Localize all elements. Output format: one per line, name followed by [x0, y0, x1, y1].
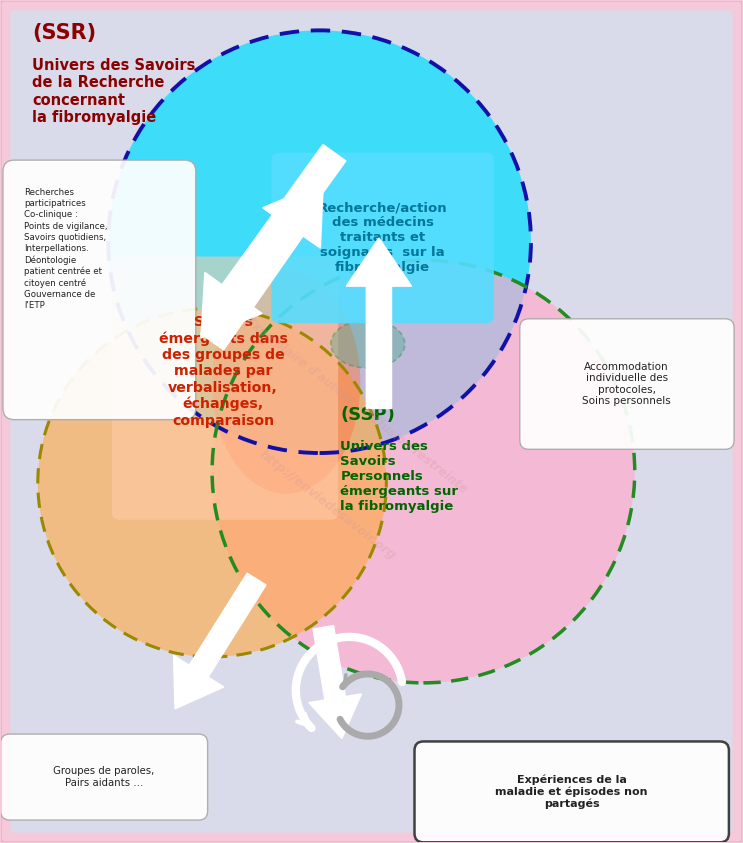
Text: Recherches
participatrices
Co-clinique :
Points de vigilance,
Savoirs quotidiens: Recherches participatrices Co-clinique :… — [25, 188, 108, 310]
Text: Univers des
Savoirs
Personnels
émergeants sur
la fibromyalgie: Univers des Savoirs Personnels émergeant… — [340, 440, 458, 513]
FancyBboxPatch shape — [3, 160, 195, 420]
FancyBboxPatch shape — [520, 319, 734, 449]
Text: Exemplaire d'auteur - Diffusion restreinte: Exemplaire d'auteur - Diffusion restrein… — [244, 314, 470, 496]
Circle shape — [38, 309, 386, 657]
Text: Recherche/action
des médecins
traitants et
soignants  sur la
fibromyalgie: Recherche/action des médecins traitants … — [318, 201, 447, 275]
FancyBboxPatch shape — [10, 10, 733, 833]
Text: (SSR): (SSR) — [32, 23, 96, 43]
Text: Groupes de paroles,
Pairs aidants …: Groupes de paroles, Pairs aidants … — [53, 766, 155, 788]
Polygon shape — [309, 626, 361, 738]
FancyBboxPatch shape — [112, 256, 338, 520]
Polygon shape — [346, 238, 412, 409]
Text: Expériences de la
maladie et épisodes non
partagés: Expériences de la maladie et épisodes no… — [496, 775, 648, 809]
FancyBboxPatch shape — [1, 734, 207, 820]
Polygon shape — [201, 144, 345, 338]
Text: Accommodation
individuelle des
protocoles,
Soins personnels: Accommodation individuelle des protocole… — [583, 362, 671, 406]
Circle shape — [108, 30, 531, 453]
Text: Savoirs
émergents dans
des groupes de
malades par
verbalisation,
échanges,
compa: Savoirs émergents dans des groupes de ma… — [159, 315, 288, 427]
Circle shape — [212, 260, 635, 683]
Text: (SSP): (SSP) — [340, 406, 395, 424]
FancyBboxPatch shape — [415, 742, 729, 842]
FancyBboxPatch shape — [271, 153, 494, 323]
Polygon shape — [174, 573, 266, 709]
Ellipse shape — [212, 271, 360, 494]
Text: http://enviedesavoir.org: http://enviedesavoir.org — [256, 448, 398, 562]
Ellipse shape — [331, 319, 405, 368]
Polygon shape — [201, 182, 323, 350]
Text: Univers des Savoirs
de la Recherche
concernant
la fibromyalgie: Univers des Savoirs de la Recherche conc… — [32, 58, 195, 125]
